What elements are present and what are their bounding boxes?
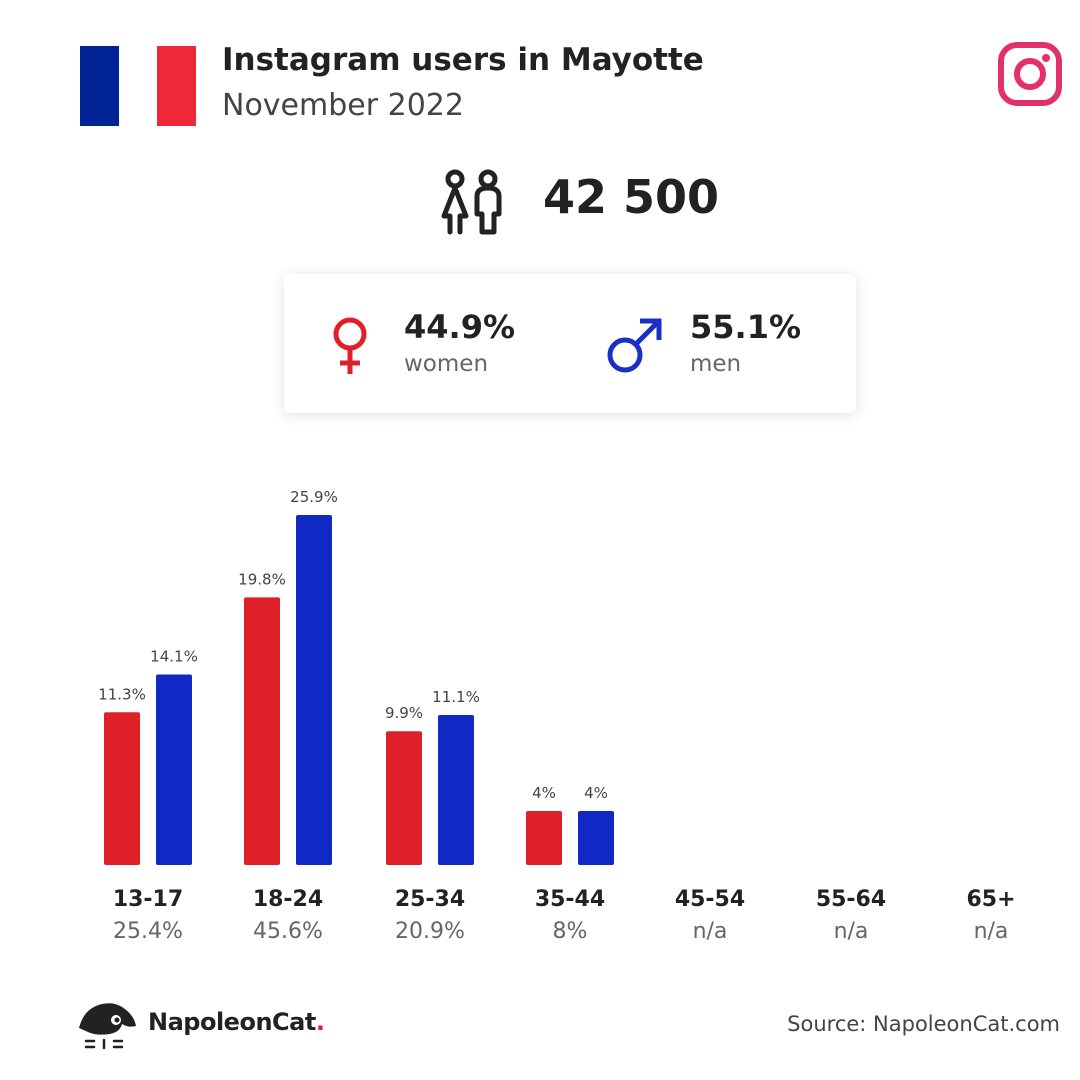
category-total-label: 8% [553,919,588,944]
bar-men-35-44 [578,810,614,865]
female-symbol-icon [333,317,367,374]
bar-value-label: 25.9% [290,488,338,506]
users-icon [441,169,502,235]
category-label: 65+ [966,887,1015,912]
category-label: 13-17 [113,887,183,912]
bar-men-13-17 [156,674,192,865]
men-label: men [690,351,742,377]
source-text: Source: NapoleonCat.com [787,1012,1060,1036]
women-label: women [404,351,489,377]
male-symbol-icon [607,318,662,373]
gender-card: 44.9% women 55.1% men [284,274,856,413]
category-total-label: 45.6% [253,919,323,944]
bar-value-label: 4% [532,784,556,802]
category-total-label: 25.4% [113,919,183,944]
bar-women-13-17 [104,712,140,865]
category-label: 45-54 [675,887,745,912]
total-users-value: 42 500 [543,170,720,224]
bar-men-25-34 [438,715,474,865]
napoleoncat-logo [79,1003,136,1050]
category-total-label: n/a [693,919,728,944]
flag-stripe-red [157,46,197,126]
category-total-label: n/a [974,919,1009,944]
flag-france [80,46,197,126]
category-label: 35-44 [535,887,605,912]
category-label: 55-64 [816,887,886,912]
flag-stripe-white [118,46,158,126]
instagram-icon [998,42,1062,106]
bar-value-label: 11.1% [432,688,480,706]
category-total-label: 20.9% [395,919,465,944]
category-total-label: n/a [834,919,869,944]
flag-stripe-blue [80,46,119,126]
page-subtitle: November 2022 [222,88,464,123]
brand-name: NapoleonCat. [148,1008,325,1036]
bar-value-label: 11.3% [98,685,146,703]
bar-value-label: 14.1% [150,647,198,665]
page-title: Instagram users in Mayotte [222,42,704,78]
bar-women-18-24 [244,597,280,865]
bar-value-label: 9.9% [385,704,423,722]
bar-women-35-44 [526,810,562,865]
bar-value-label: 19.8% [238,570,286,588]
category-label: 18-24 [253,887,323,912]
women-percent: 44.9% [404,308,516,346]
bar-men-18-24 [296,515,332,865]
bar-value-label: 4% [584,784,608,802]
bar-women-25-34 [386,731,422,865]
men-percent: 55.1% [690,308,802,346]
category-label: 25-34 [395,887,465,912]
